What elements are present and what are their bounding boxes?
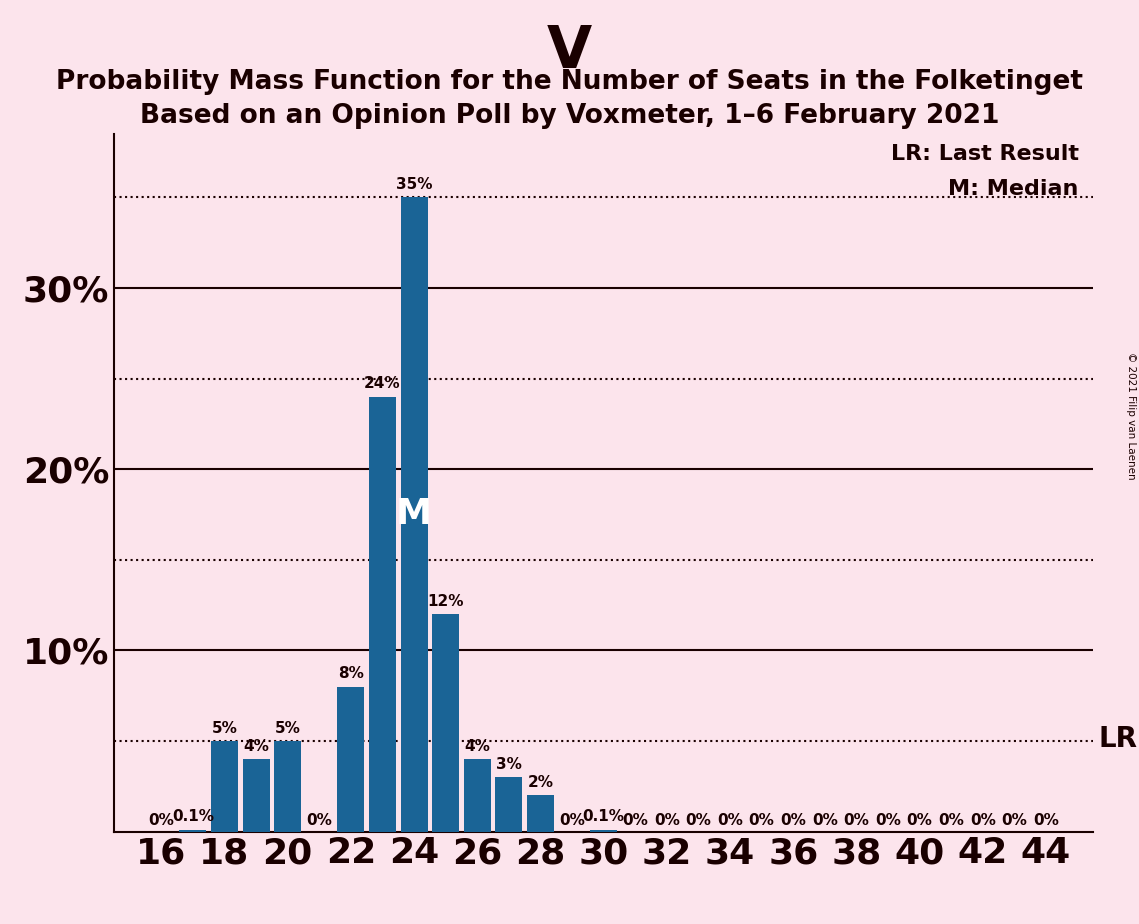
Text: 0%: 0% xyxy=(780,813,806,828)
Text: 0%: 0% xyxy=(148,813,174,828)
Bar xyxy=(243,760,270,832)
Text: 3%: 3% xyxy=(495,757,522,772)
Text: 2%: 2% xyxy=(527,775,554,790)
Text: 0%: 0% xyxy=(686,813,712,828)
Bar xyxy=(401,198,427,832)
Bar xyxy=(590,830,617,832)
Text: 8%: 8% xyxy=(338,666,363,681)
Text: 0%: 0% xyxy=(306,813,333,828)
Text: 0.1%: 0.1% xyxy=(583,809,624,824)
Text: LR: Last Result: LR: Last Result xyxy=(891,144,1079,164)
Text: © 2021 Filip van Laenen: © 2021 Filip van Laenen xyxy=(1126,352,1136,480)
Text: 4%: 4% xyxy=(243,738,269,754)
Text: 0.1%: 0.1% xyxy=(172,809,214,824)
Bar xyxy=(495,777,523,832)
Text: 5%: 5% xyxy=(212,721,237,736)
Text: 0%: 0% xyxy=(654,813,680,828)
Text: 0%: 0% xyxy=(875,813,901,828)
Text: 0%: 0% xyxy=(970,813,995,828)
Text: 0%: 0% xyxy=(559,813,585,828)
Text: 4%: 4% xyxy=(465,738,490,754)
Text: M: Median: M: Median xyxy=(949,179,1079,200)
Bar xyxy=(527,796,554,832)
Text: 0%: 0% xyxy=(812,813,838,828)
Text: 0%: 0% xyxy=(939,813,965,828)
Text: 0%: 0% xyxy=(718,813,743,828)
Text: 0%: 0% xyxy=(844,813,869,828)
Text: M: M xyxy=(396,497,432,531)
Text: 24%: 24% xyxy=(364,376,401,391)
Text: 12%: 12% xyxy=(427,594,464,609)
Text: 35%: 35% xyxy=(396,177,433,192)
Text: 5%: 5% xyxy=(274,721,301,736)
Bar xyxy=(433,614,459,832)
Text: Based on an Opinion Poll by Voxmeter, 1–6 February 2021: Based on an Opinion Poll by Voxmeter, 1–… xyxy=(140,103,999,129)
Text: Probability Mass Function for the Number of Seats in the Folketinget: Probability Mass Function for the Number… xyxy=(56,69,1083,95)
Text: 0%: 0% xyxy=(748,813,775,828)
Bar xyxy=(464,760,491,832)
Bar xyxy=(211,741,238,832)
Text: 0%: 0% xyxy=(1001,813,1027,828)
Bar xyxy=(337,687,364,832)
Text: 0%: 0% xyxy=(907,813,933,828)
Text: LR: LR xyxy=(1098,725,1138,753)
Text: 0%: 0% xyxy=(1033,813,1059,828)
Bar xyxy=(369,396,396,832)
Text: V: V xyxy=(547,23,592,80)
Bar xyxy=(274,741,301,832)
Bar xyxy=(180,830,206,832)
Text: 0%: 0% xyxy=(622,813,648,828)
